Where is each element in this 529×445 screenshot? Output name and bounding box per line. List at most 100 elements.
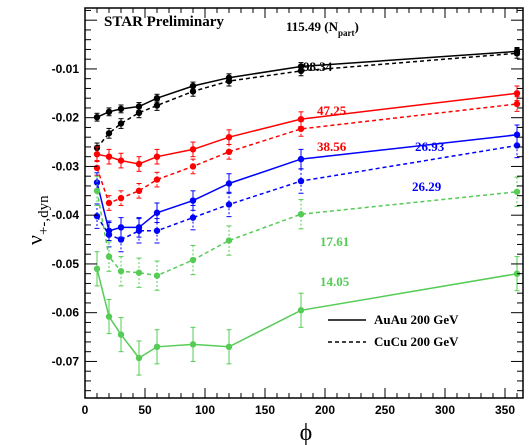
y-tick-label: -0.06: [52, 306, 80, 320]
x-tick-label: 250: [375, 403, 395, 417]
data-point: [93, 164, 101, 172]
data-point: [297, 125, 305, 133]
data-point: [189, 197, 197, 204]
series-label-close: ): [355, 19, 359, 34]
data-point: [297, 155, 305, 163]
data-point: [105, 313, 113, 320]
series-label: 17.61: [320, 234, 349, 249]
data-point: [135, 227, 143, 234]
series-7: [93, 251, 521, 376]
data-point: [135, 160, 143, 168]
data-point: [117, 157, 125, 164]
data-point: [117, 331, 125, 338]
data-point: [153, 176, 161, 183]
data-point: [513, 188, 521, 195]
series-label: 38.56: [317, 139, 347, 154]
data-point: [105, 199, 113, 207]
x-axis-title: ϕ: [300, 420, 313, 445]
data-point: [189, 214, 197, 221]
series-2: [93, 85, 521, 172]
x-tick-label: 0: [82, 403, 89, 417]
data-point: [225, 148, 233, 156]
data-point: [105, 130, 113, 137]
x-tick-label: 200: [315, 403, 335, 417]
data-point: [105, 253, 113, 260]
data-point: [105, 108, 113, 116]
data-point: [297, 67, 305, 75]
series-layer: [93, 46, 521, 376]
y-axis-title-subscript: +-,dyn: [36, 195, 52, 235]
axis-layer: [84, 7, 524, 399]
y-tick-label: -0.05: [52, 257, 80, 271]
legend-label: AuAu 200 GeV: [374, 312, 459, 327]
data-point: [135, 109, 143, 117]
data-point: [117, 194, 125, 202]
data-point: [297, 177, 305, 185]
data-point: [153, 227, 161, 234]
data-point: [225, 201, 233, 208]
data-point: [117, 120, 125, 127]
series-label: 26.93: [415, 139, 445, 154]
series-6: [93, 175, 521, 291]
series-label-subscript: part: [338, 28, 355, 38]
data-point: [153, 272, 161, 279]
y-tick-label: -0.03: [52, 159, 80, 173]
x-tick-label: 150: [255, 403, 275, 417]
series-label: 47.25: [317, 103, 347, 118]
series-label: 98.34: [303, 59, 333, 74]
data-point: [93, 212, 101, 220]
series-line: [96, 103, 518, 204]
y-tick-label: -0.02: [52, 111, 80, 125]
data-point: [225, 237, 233, 244]
data-point: [297, 307, 305, 314]
data-point: [513, 100, 521, 108]
series-label: 26.29: [412, 179, 442, 194]
x-tick-label: 50: [138, 403, 152, 417]
x-tick-label: 100: [195, 403, 215, 417]
data-point: [93, 179, 101, 186]
y-tick-label: -0.07: [52, 354, 80, 368]
data-point: [225, 180, 233, 187]
data-point: [297, 115, 305, 123]
chart-title: STAR Preliminary: [104, 14, 224, 30]
data-point: [189, 146, 197, 153]
data-point: [105, 153, 113, 160]
series-label: 14.05: [320, 274, 350, 289]
data-point: [153, 94, 161, 102]
x-tick-label: 350: [495, 403, 515, 417]
data-point: [93, 265, 101, 273]
data-point: [225, 133, 233, 141]
text-layer: 0 50 100 150 200 250 300 350 -0.01 -0.02 -0.03 -0.0…: [22, 14, 515, 445]
data-point: [135, 269, 143, 276]
data-point: [93, 151, 101, 158]
data-point: [135, 354, 143, 362]
data-point: [225, 77, 233, 85]
data-point: [117, 268, 125, 275]
data-point: [117, 105, 125, 113]
data-point: [153, 102, 161, 109]
series-line: [96, 52, 518, 149]
data-point: [189, 256, 197, 264]
data-point: [513, 50, 521, 57]
data-point: [93, 187, 101, 195]
data-point: [297, 211, 305, 218]
data-point: [513, 142, 521, 149]
y-tick-label: -0.04: [52, 208, 80, 222]
data-point: [153, 209, 161, 216]
y-tick-label: -0.01: [52, 62, 80, 76]
plot-frame: [84, 7, 524, 399]
data-point: [135, 187, 143, 195]
data-point: [153, 343, 161, 351]
data-point: [189, 163, 197, 170]
data-point: [153, 153, 161, 160]
data-point: [105, 231, 113, 238]
data-point: [189, 88, 197, 95]
legend-label: CuCu 200 GeV: [374, 334, 459, 349]
x-tick-label: 300: [435, 403, 455, 417]
data-point: [189, 341, 197, 348]
data-point: [513, 90, 521, 97]
data-point: [225, 343, 233, 351]
data-point: [117, 236, 125, 243]
